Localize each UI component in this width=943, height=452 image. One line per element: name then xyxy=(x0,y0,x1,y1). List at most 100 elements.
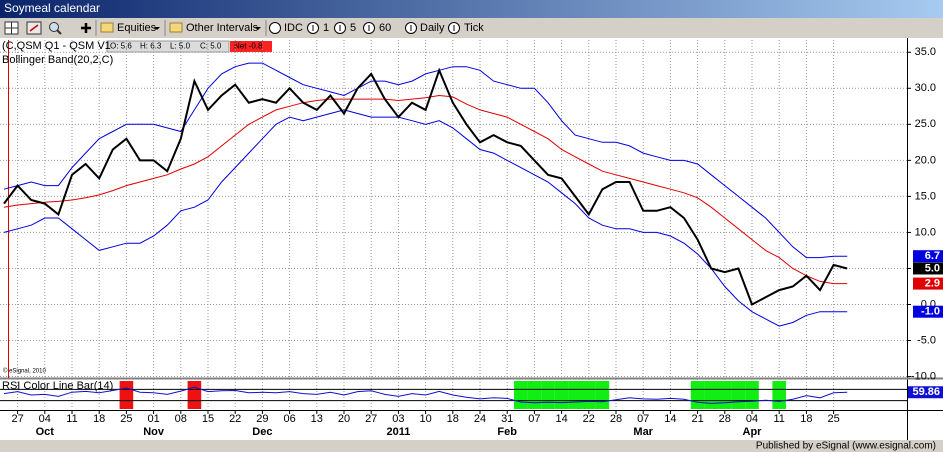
toolbar-item[interactable]: Daily xyxy=(420,22,445,34)
x-tick-label: 13 xyxy=(311,413,323,425)
toolbar-bg xyxy=(0,18,943,38)
x-tick-label: 04 xyxy=(746,413,758,425)
rsi-zone xyxy=(731,381,746,409)
x-tick-label: 03 xyxy=(392,413,404,425)
last-value-label: -1.0 xyxy=(921,306,940,318)
x-tick-label: 14 xyxy=(555,413,567,425)
quote-item: L: 5.0 xyxy=(170,42,191,51)
quote-item: O: 5.6 xyxy=(110,42,132,51)
x-tick-label: 27 xyxy=(365,413,377,425)
rsi-zone xyxy=(554,381,569,409)
x-group-label: Nov xyxy=(143,426,165,438)
last-value-label: 5.0 xyxy=(925,262,940,274)
x-tick-label: 14 xyxy=(664,413,676,425)
x-tick-label: 07 xyxy=(528,413,540,425)
x-tick-label: 21 xyxy=(691,413,703,425)
last-value-box xyxy=(913,250,943,263)
x-tick-label: 07 xyxy=(637,413,649,425)
quote-item: H: 6.3 xyxy=(140,42,162,51)
rsi-zone xyxy=(582,381,596,409)
x-tick-label: 24 xyxy=(474,413,486,425)
rsi-zone xyxy=(541,381,555,409)
folder-icon xyxy=(100,22,114,33)
x-tick-label: 15 xyxy=(202,413,214,425)
status-bar xyxy=(0,440,943,452)
x-tick-label: 28 xyxy=(719,413,731,425)
dropdown-arrow[interactable] xyxy=(154,27,160,30)
series-line xyxy=(3,94,848,285)
rsi-zone xyxy=(568,381,582,409)
toolbar-item[interactable]: 5 xyxy=(350,22,356,34)
rsi-zone xyxy=(690,381,705,409)
x-tick-label: 10 xyxy=(419,413,431,425)
toolbar-item[interactable]: 1 xyxy=(323,22,329,34)
toolbar-item[interactable]: Other Intervals xyxy=(186,22,259,34)
y-tick-label: -10.0 xyxy=(911,370,936,382)
x-group-label: Apr xyxy=(743,426,763,438)
x-tick-label: 18 xyxy=(447,413,459,425)
x-group-label: Feb xyxy=(497,426,517,438)
x-tick-label: 22 xyxy=(583,413,595,425)
symbol-icon xyxy=(269,22,281,34)
x-group-label: Dec xyxy=(252,426,272,438)
x-group-label: Mar xyxy=(633,426,653,438)
toolbar-item[interactable]: Equities xyxy=(117,22,157,34)
x-tick-label: 18 xyxy=(800,413,812,425)
last-value-label: 59.86 xyxy=(912,386,940,398)
rsi-zone xyxy=(119,381,134,409)
y-tick-label: -5.0 xyxy=(917,334,936,346)
rsi-zone xyxy=(514,381,528,409)
x-group-label: 2011 xyxy=(386,426,410,438)
series-line xyxy=(3,67,848,306)
rsi-zone xyxy=(745,381,759,409)
rsi-zone xyxy=(772,381,786,409)
zoom-icon[interactable] xyxy=(49,22,59,32)
last-value-box xyxy=(913,305,943,318)
icon-part xyxy=(29,24,39,32)
series-line xyxy=(3,386,848,404)
x-tick-label: 25 xyxy=(120,413,132,425)
rsi-zone xyxy=(595,381,610,409)
window-title: Soymeal calendar xyxy=(4,1,100,15)
x-tick-label: 18 xyxy=(93,413,105,425)
rsi-zone xyxy=(187,381,202,409)
last-value-label: 2.9 xyxy=(925,277,940,289)
x-tick-label: 06 xyxy=(283,413,295,425)
toolbar: Equities Other Intervals IDC 1 5 60 Dail… xyxy=(0,18,943,38)
net-box xyxy=(230,41,272,52)
x-tick-label: 01 xyxy=(147,413,159,425)
copyright: © eSignal, 2010 xyxy=(3,368,46,375)
x-tick-label: 08 xyxy=(175,413,187,425)
x-tick-label: 11 xyxy=(66,413,77,425)
x-tick-label: 11 xyxy=(773,413,784,425)
toolbar-item[interactable]: Tick xyxy=(464,22,484,34)
rsi-title: RSI Color Line Bar(14) xyxy=(2,380,113,392)
x-group-label: Oct xyxy=(36,426,55,438)
series-line xyxy=(3,62,848,259)
x-tick-label: 27 xyxy=(11,413,23,425)
x-tick-label: 31 xyxy=(501,413,513,425)
toolbar-item[interactable]: IDC xyxy=(284,22,303,34)
x-tick-label: 04 xyxy=(39,413,51,425)
x-tick-label: 28 xyxy=(610,413,622,425)
series-line xyxy=(3,109,848,327)
footer: Published by eSignal (www.esignal.com) xyxy=(756,441,936,452)
x-tick-label: 25 xyxy=(827,413,839,425)
last-value-box xyxy=(913,262,943,275)
y-tick-label: 25.0 xyxy=(915,118,936,130)
last-value-label: 6.7 xyxy=(925,250,940,262)
icon-part xyxy=(56,29,62,35)
folder-icon xyxy=(169,22,183,33)
y-tick-label: 30.0 xyxy=(915,82,936,94)
y-tick-label: 10.0 xyxy=(915,226,936,238)
quote-item: C: 5.0 xyxy=(200,42,222,51)
rsi-zone xyxy=(527,381,542,409)
last-value-box xyxy=(908,386,943,399)
y-tick-label: 15.0 xyxy=(915,190,936,202)
chart-bg xyxy=(0,38,943,440)
title-bar xyxy=(0,0,943,18)
toolbar-item[interactable]: 60 xyxy=(379,22,391,34)
dropdown-arrow[interactable] xyxy=(255,27,261,30)
x-tick-label: 29 xyxy=(256,413,268,425)
